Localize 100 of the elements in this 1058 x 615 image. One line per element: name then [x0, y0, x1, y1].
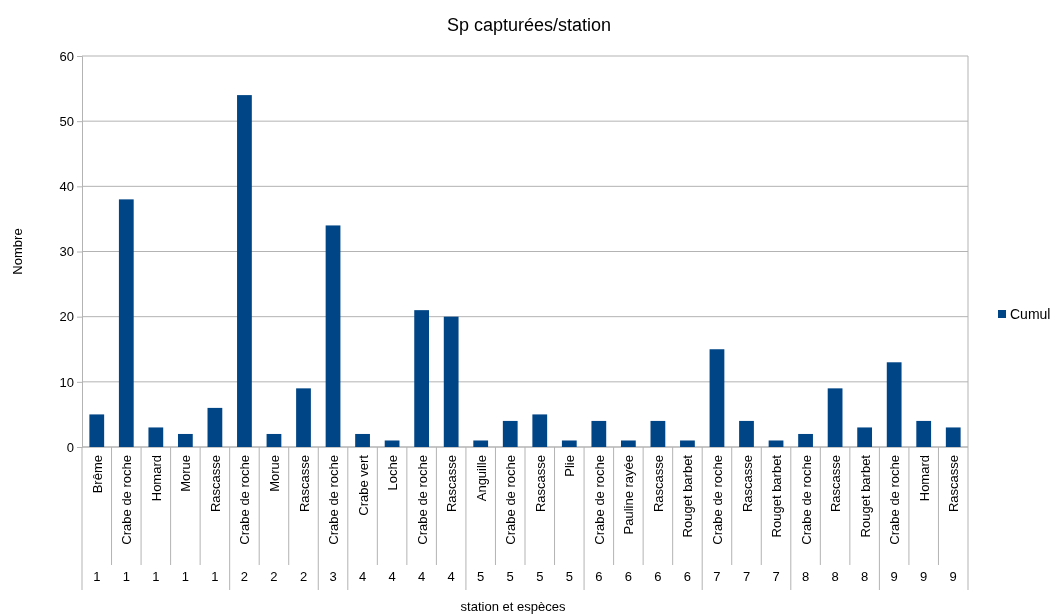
legend-label: Cumul [1010, 306, 1051, 322]
x-tick-label: Crabe de roche [887, 455, 903, 545]
x-tick-label: Rouget barbet [769, 454, 785, 538]
bar [177, 433, 193, 447]
chart-title: Sp capturées/station [446, 15, 612, 35]
bar [827, 388, 843, 447]
bar [148, 427, 164, 447]
bar [768, 440, 784, 447]
bar [296, 388, 311, 447]
text: 1 [122, 569, 130, 584]
text: 5 [506, 569, 514, 584]
y-tick-label: 50 [59, 113, 74, 129]
bar [650, 420, 666, 447]
bar [502, 420, 518, 447]
x-tick-label: Rascasse [828, 455, 844, 513]
text: 1 [181, 569, 189, 584]
y-tick-label: 40 [59, 178, 74, 194]
bar [886, 362, 902, 447]
y-tick-label: 20 [59, 309, 74, 325]
x-tick-label: Crabe de roche [326, 455, 342, 545]
bar [266, 433, 282, 447]
bar [443, 316, 459, 447]
text: 5 [565, 569, 573, 584]
bar [237, 95, 252, 447]
x-tick-label: Plie [562, 455, 578, 477]
y-tick-label: 60 [59, 48, 74, 64]
text: 7 [713, 569, 721, 584]
x-tick-label: Crabe de roche [591, 455, 607, 545]
x-tick-label: Rouget barbet [680, 454, 696, 538]
text: 1 [211, 569, 219, 584]
bar [325, 225, 341, 447]
x-tick-label: Crabe de roche [709, 455, 725, 545]
x-tick-label: Homard [916, 455, 932, 502]
x-tick-label: Crabe de roche [503, 455, 519, 545]
text: 4 [388, 569, 396, 584]
text: 9 [920, 569, 928, 584]
bar [532, 414, 548, 447]
bar [207, 407, 223, 447]
x-tick-label: Rouget barbet [857, 454, 873, 538]
bar [798, 433, 813, 447]
text: 1 [152, 569, 160, 584]
text: 5 [536, 569, 544, 584]
text: 7 [742, 569, 751, 584]
text: 8 [831, 569, 839, 584]
text: 7 [772, 569, 780, 584]
x-tick-label: Rascasse [739, 455, 755, 513]
bar [620, 440, 636, 447]
text: 9 [890, 569, 898, 584]
x-tick-label: Rascasse [444, 455, 460, 513]
bar [680, 440, 695, 447]
x-tick-label: Morue [266, 455, 282, 492]
y-axis-title: Nombre [10, 228, 25, 275]
text: 6 [683, 569, 692, 584]
text: 6 [624, 569, 632, 584]
bar [916, 420, 932, 447]
text: 2 [299, 569, 308, 584]
bar [561, 440, 577, 447]
x-axis-title: station et espèces [460, 599, 566, 614]
x-tick-label: Rascasse [532, 455, 548, 513]
text: 8 [801, 569, 810, 584]
bar [414, 310, 430, 447]
x-tick-label: Rascasse [946, 455, 962, 513]
bar [89, 414, 105, 447]
text: 1 [93, 569, 101, 584]
x-tick-label: Homard [148, 455, 164, 502]
text: 4 [418, 569, 426, 584]
bar [591, 420, 607, 447]
text: 4 [447, 569, 455, 584]
text: 5 [477, 569, 485, 584]
text: 4 [358, 569, 367, 584]
bar [355, 433, 370, 447]
bar [709, 349, 725, 447]
text: 6 [654, 569, 662, 584]
text: 2 [270, 569, 278, 584]
text: 8 [861, 569, 869, 584]
x-tick-label: Rascasse [207, 455, 223, 513]
x-tick-label: Crabe de roche [798, 455, 814, 545]
text: 2 [240, 569, 249, 584]
x-tick-label: Loche [385, 455, 401, 491]
text: 6 [595, 569, 603, 584]
text: 3 [329, 569, 337, 584]
x-tick-label: Crabe de roche [237, 455, 253, 545]
y-tick-label: 30 [59, 244, 74, 260]
y-tick-label: 0 [66, 439, 74, 455]
bar [473, 440, 489, 447]
y-tick-label: 10 [59, 374, 74, 390]
x-tick-label: Rascasse [296, 455, 312, 513]
bar [945, 427, 961, 447]
x-tick-label: Crabe de roche [119, 455, 135, 545]
bar [739, 420, 754, 447]
x-tick-label: Pauline rayée [621, 455, 637, 535]
x-tick-label: Brême [89, 455, 105, 494]
x-tick-label: Crabe de roche [414, 455, 430, 545]
x-tick-label: Crabe vert [355, 454, 371, 516]
bar [857, 427, 873, 447]
bar [118, 199, 134, 447]
x-tick-label: Rascasse [650, 455, 666, 513]
text: 9 [949, 569, 957, 584]
x-tick-label: Anguille [473, 455, 489, 502]
x-tick-label: Morue [178, 455, 194, 492]
